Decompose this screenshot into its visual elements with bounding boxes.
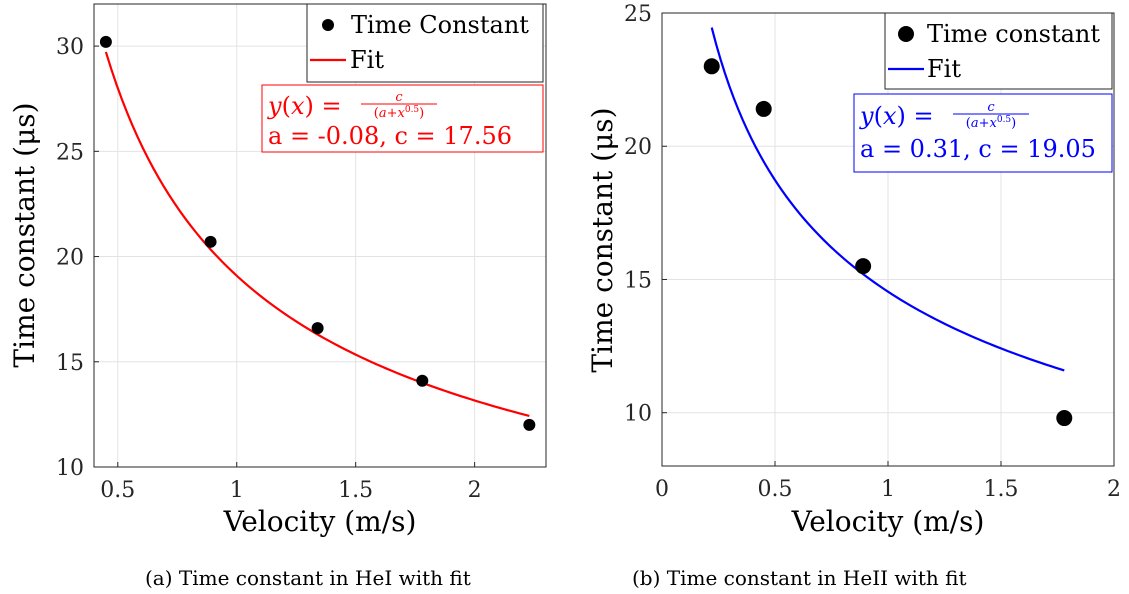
chart-a-x-tick-label: 0.5 xyxy=(100,478,135,503)
chart-a: 0.5 1 1.5 2 10 15 20 25 30 Velocity (m/s) Time … xyxy=(8,3,547,538)
chart-b-annotation-params: a = 0.31, c = 19.05 xyxy=(860,135,1096,163)
chart-b-annotation-box xyxy=(853,93,1113,173)
chart-b-y-ticks: 10 15 20 25 xyxy=(624,2,667,427)
chart-b: 0 0.5 1 1.5 2 10 15 20 25 Velocity (m/s) Time c… xyxy=(586,2,1121,538)
chart-a-annotation-box xyxy=(261,84,544,153)
chart-b-legend-box xyxy=(884,12,1113,90)
chart-b-x-ticks: 0 0.5 1 1.5 2 xyxy=(655,461,1121,502)
chart-b-y-tick-label: 20 xyxy=(624,135,652,160)
chart-b-data-point xyxy=(1056,410,1073,427)
caption-a: (a) Time constant in HeI with fit xyxy=(145,566,471,590)
chart-b-points xyxy=(703,58,1073,427)
chart-a-y-tick-label: 15 xyxy=(56,351,84,376)
chart-a-legend-box xyxy=(306,3,544,83)
chart-a-y-tick-label: 25 xyxy=(56,140,84,165)
chart-b-y-label: Time constant (μs) xyxy=(586,107,619,372)
chart-a-x-label: Velocity (m/s) xyxy=(223,505,417,538)
chart-a-annotation-params: a = -0.08, c = 17.56 xyxy=(268,122,512,150)
chart-b-x-tick-label: 0.5 xyxy=(758,477,793,502)
chart-a-legend-label-points: Time Constant xyxy=(351,11,529,39)
chart-a-x-tick-label: 2 xyxy=(468,478,482,503)
chart-b-annotation-formula: y(x) = xyxy=(859,102,934,130)
chart-a-x-tick-label: 1 xyxy=(230,478,244,503)
chart-b-x-tick-label: 1.5 xyxy=(984,477,1019,502)
caption-b: (b) Time constant in HeII with fit xyxy=(632,566,967,590)
chart-b-legend: Time constant Fit xyxy=(884,12,1113,90)
chart-b-y-tick-label: 25 xyxy=(624,2,652,27)
chart-b-data-point xyxy=(855,258,872,275)
chart-a-legend-marker xyxy=(322,19,334,31)
chart-a-data-point xyxy=(99,35,112,48)
chart-b-data-point xyxy=(755,100,772,117)
chart-a-points xyxy=(99,35,536,431)
chart-b-data-point xyxy=(703,58,720,75)
chart-a-x-tick-label: 1.5 xyxy=(338,478,373,503)
chart-a-annotation-formula: y(x) = xyxy=(267,92,342,120)
chart-a-legend: Time Constant Fit xyxy=(306,3,544,83)
chart-a-data-point xyxy=(523,418,536,431)
chart-b-y-tick-label: 10 xyxy=(624,402,652,427)
chart-b-legend-label-fit: Fit xyxy=(927,55,961,83)
chart-b-legend-label-points: Time constant xyxy=(927,20,1100,48)
chart-a-y-label: Time constant (μs) xyxy=(8,102,41,367)
chart-b-legend-marker xyxy=(898,26,914,42)
chart-b-y-tick-label: 15 xyxy=(624,268,652,293)
chart-a-fit-line xyxy=(104,51,530,418)
chart-a-y-tick-label: 20 xyxy=(56,246,84,271)
chart-a-data-point xyxy=(204,235,217,248)
chart-b-annotation: y(x) = c (a+x0.5) a = 0.31, c = 19.05 xyxy=(853,93,1113,173)
chart-a-data-point xyxy=(416,374,429,387)
chart-a-annotation: y(x) = c (a+x0.5) a = -0.08, c = 17.56 xyxy=(261,84,544,153)
chart-a-x-ticks: 0.5 1 1.5 2 xyxy=(100,462,482,503)
chart-a-y-tick-label: 30 xyxy=(56,35,84,60)
chart-a-y-tick-label: 10 xyxy=(56,456,84,481)
chart-a-y-ticks: 10 15 20 25 30 xyxy=(56,35,99,481)
chart-b-x-tick-label: 1 xyxy=(881,477,895,502)
chart-b-x-tick-label: 0 xyxy=(655,477,669,502)
chart-b-x-label: Velocity (m/s) xyxy=(791,505,985,538)
chart-a-legend-label-fit: Fit xyxy=(350,46,384,74)
chart-a-annotation-frac-num: c xyxy=(395,90,403,105)
chart-b-annotation-frac-num: c xyxy=(987,100,995,115)
chart-b-x-tick-label: 2 xyxy=(1107,477,1121,502)
chart-a-data-point xyxy=(311,322,324,335)
chart-b-fit-line xyxy=(710,27,1065,372)
